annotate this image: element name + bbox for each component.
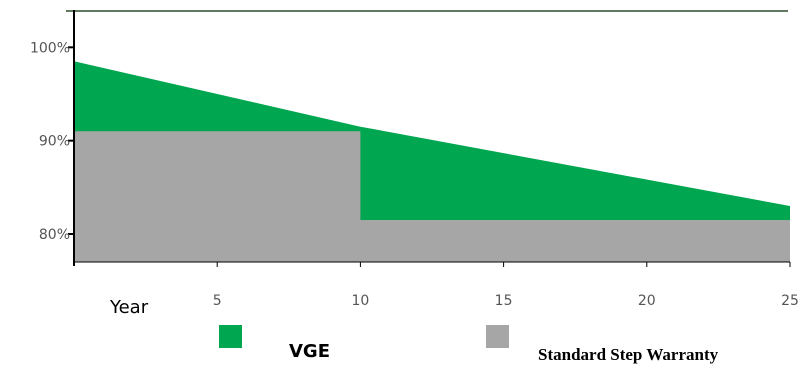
x-tick-label: 10 <box>351 293 369 309</box>
x-axis-label: Year <box>109 297 149 318</box>
tick-labels: 100% 90% 80% 5 10 15 20 25 <box>30 40 798 309</box>
y-tick-label: 80% <box>39 227 70 243</box>
x-tick-label: 25 <box>781 293 798 309</box>
legend-label-vge: VGE <box>289 341 330 362</box>
area-standard-step-warranty <box>74 131 790 262</box>
x-tick-label: 5 <box>213 293 222 309</box>
x-tick-label: 20 <box>638 293 656 309</box>
y-tick-label: 100% <box>30 40 70 56</box>
legend-label-standard-step-warranty: Standard Step Warranty <box>538 345 719 364</box>
x-tick-label: 15 <box>495 293 513 309</box>
legend: VGE Standard Step Warranty <box>219 325 719 364</box>
plot-area <box>74 61 790 262</box>
axes <box>68 10 791 267</box>
y-tick-label: 90% <box>39 134 70 150</box>
legend-swatch-vge <box>219 325 242 348</box>
legend-swatch-standard-step-warranty <box>486 325 509 348</box>
